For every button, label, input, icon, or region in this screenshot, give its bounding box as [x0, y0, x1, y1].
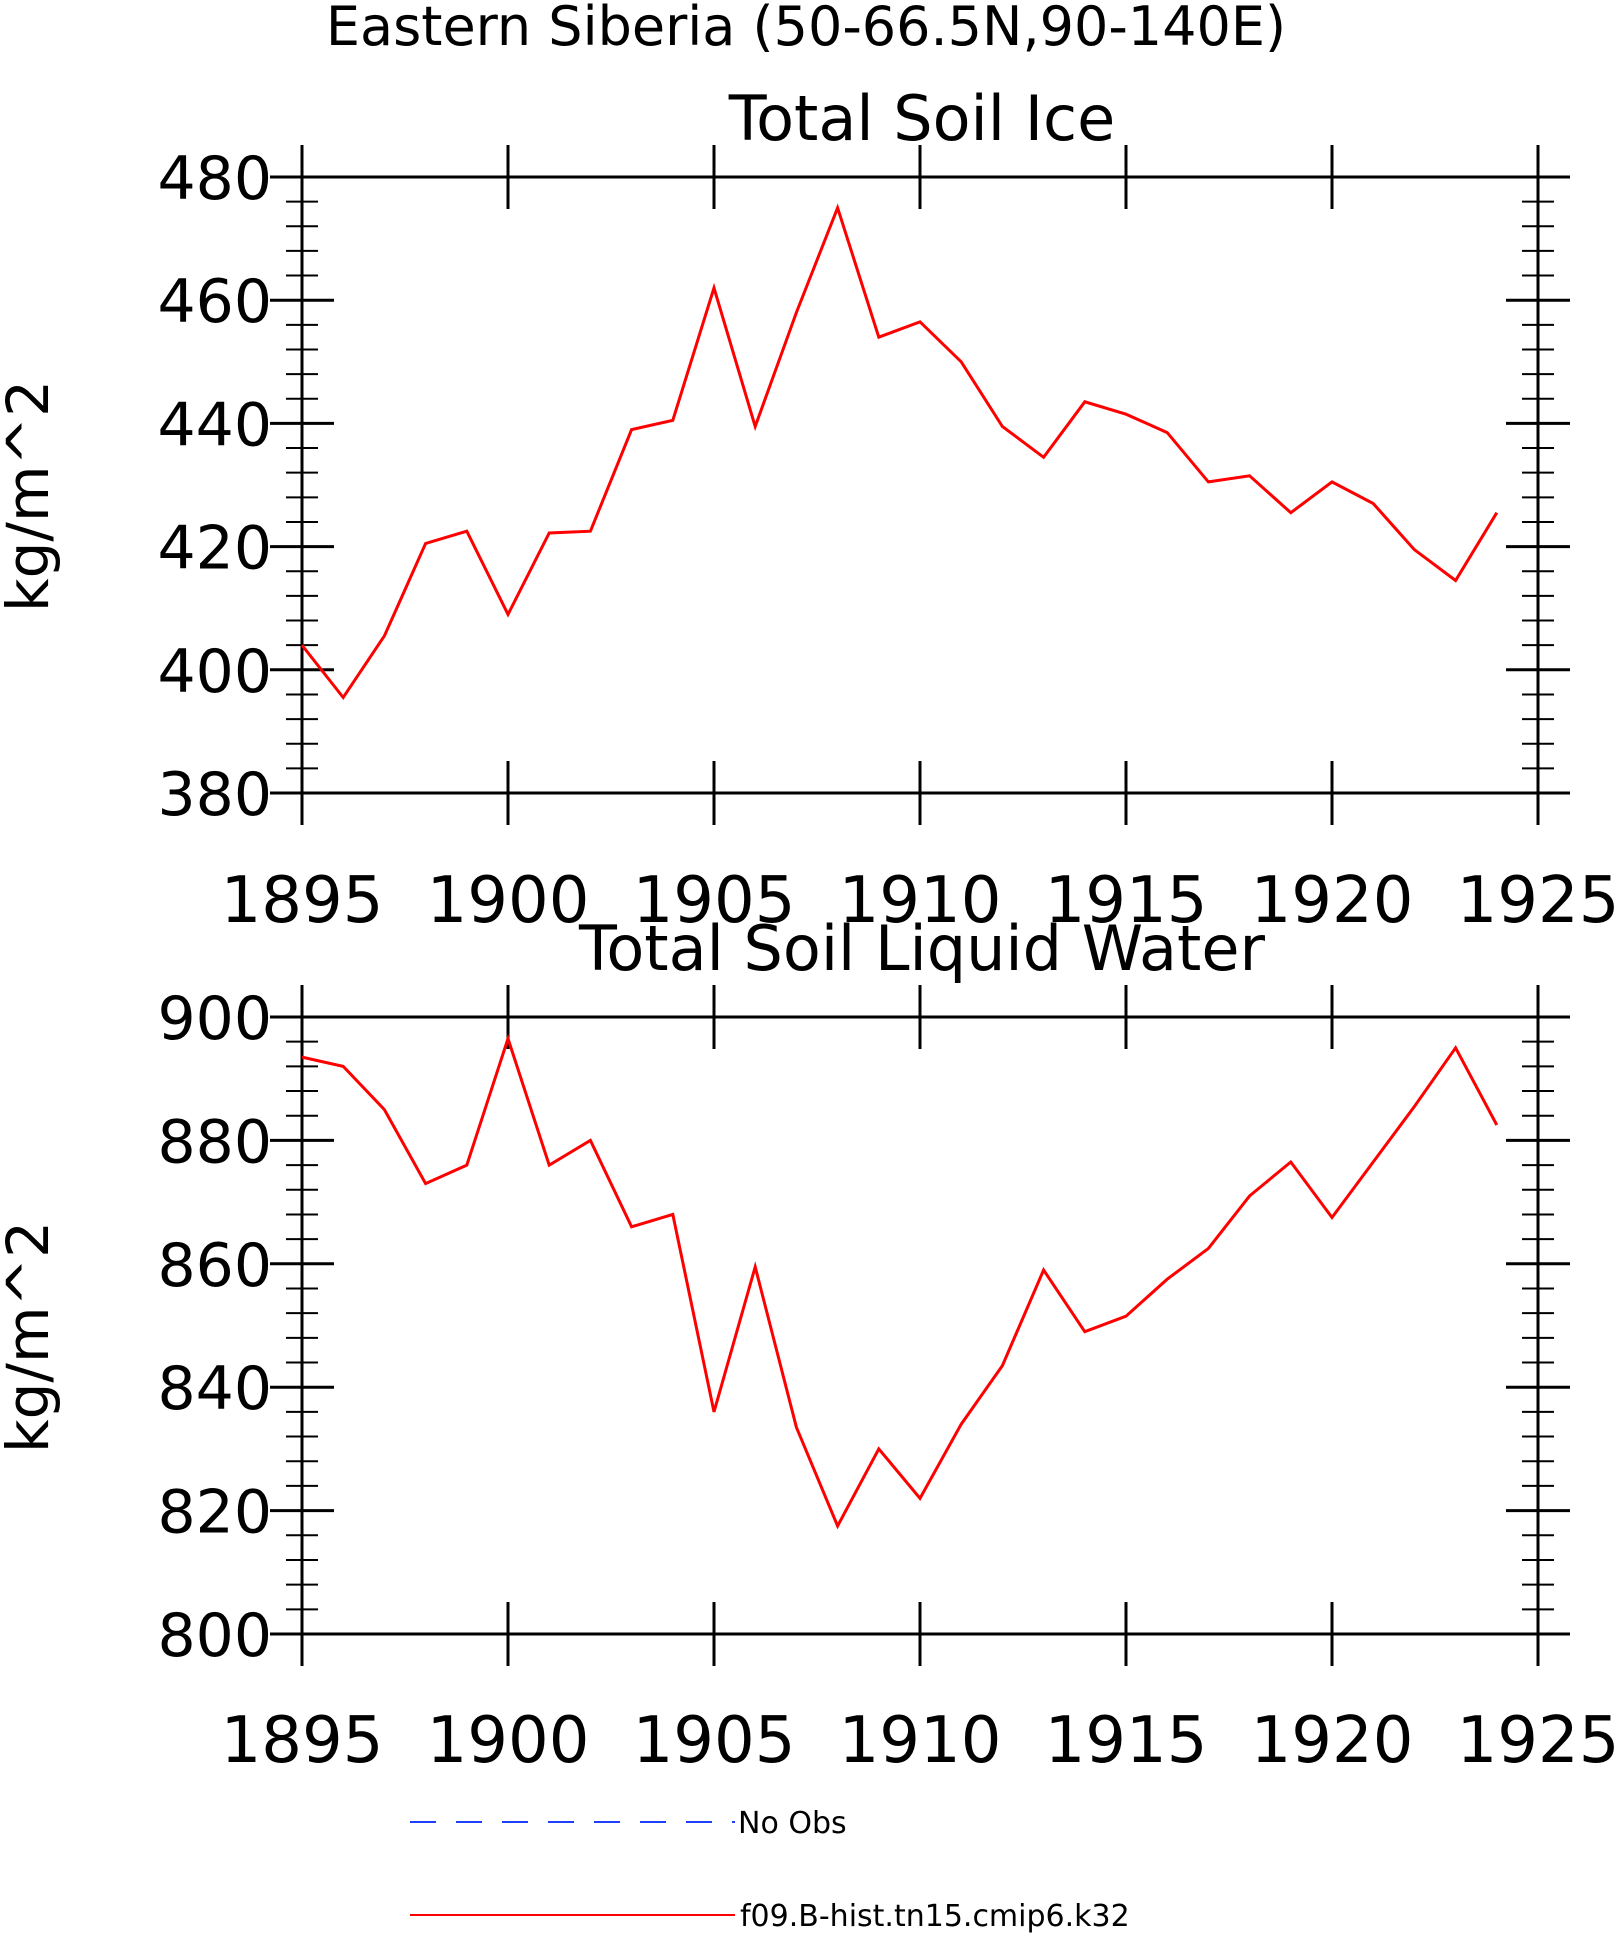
series-line — [300, 203, 1499, 701]
y-tick-label: 900 — [157, 984, 272, 1054]
x-tick-label: 1910 — [839, 864, 1002, 938]
plot-frame — [300, 1015, 1540, 1636]
plot-frame — [300, 175, 1540, 795]
plot-area: 1895 1900 1905 1910 1915 1920 1925 380 400 420 440… — [157, 144, 1619, 938]
y-tick-label: 800 — [157, 1601, 272, 1671]
x-tick-label: 1920 — [1251, 1704, 1414, 1778]
y-tick-label: 400 — [157, 637, 272, 707]
y-tick-label: 820 — [157, 1478, 272, 1548]
page-title: Eastern Siberia (50-66.5N,90-140E) — [326, 0, 1286, 58]
x-tick-label: 1920 — [1251, 864, 1414, 938]
y-tick-label: 480 — [157, 144, 272, 214]
y-axis-label: kg/m^2 — [0, 1221, 62, 1453]
y-axis-label: kg/m^2 — [0, 380, 62, 612]
y-tick-label: 460 — [157, 267, 272, 337]
panel-total-soil-liquid-water: Total Soil Liquid Water kg/m^2 1895 1900 1… — [0, 912, 1619, 1778]
x-tick-label: 1895 — [221, 1704, 384, 1778]
y-tick-label: 380 — [157, 760, 272, 830]
x-tick-label: 1905 — [633, 864, 796, 938]
x-tick-label: 1905 — [633, 1704, 796, 1778]
x-tick-label: 1900 — [427, 1704, 590, 1778]
x-tick-label: 1915 — [1045, 1704, 1208, 1778]
x-tick-label: 1925 — [1457, 864, 1620, 938]
series-line — [301, 1033, 1499, 1530]
x-tick-label: 1925 — [1457, 1704, 1620, 1778]
legend-label-model: f09.B-hist.tn15.cmip6.k32 — [740, 1899, 1130, 1934]
panel-title: Total Soil Liquid Water — [578, 912, 1265, 985]
y-tick-label: 860 — [157, 1231, 272, 1301]
x-tick-label: 1900 — [427, 864, 590, 938]
x-tick-label: 1910 — [839, 1704, 1002, 1778]
legend: No Obs f09.B-hist.tn15.cmip6.k32 — [410, 1806, 1130, 1934]
panel-total-soil-ice: Total Soil Ice kg/m^2 1895 1900 1905 1910 19… — [0, 82, 1619, 938]
panel-title: Total Soil Ice — [728, 82, 1115, 155]
legend-label-no-obs: No Obs — [738, 1806, 847, 1841]
x-tick-label: 1895 — [221, 864, 384, 938]
plot-area: 1895 1900 1905 1910 1915 1920 1925 800 820 840 860… — [157, 984, 1619, 1778]
y-tick-label: 420 — [157, 514, 272, 584]
y-tick-label: 880 — [157, 1107, 272, 1177]
y-tick-label: 440 — [157, 390, 272, 460]
y-tick-label: 840 — [157, 1354, 272, 1424]
x-tick-label: 1915 — [1045, 864, 1208, 938]
